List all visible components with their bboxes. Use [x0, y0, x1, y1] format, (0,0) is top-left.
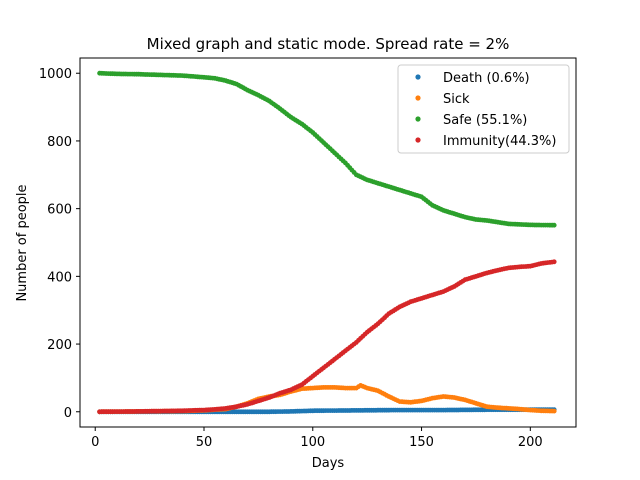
y-tick-label: 800 [47, 135, 72, 150]
data-point [551, 259, 557, 265]
y-tick-label: 200 [47, 338, 72, 353]
y-axis-label: Number of people [15, 184, 30, 301]
legend-box [397, 64, 570, 154]
y-tick-label: 1000 [39, 67, 72, 82]
x-axis: 0 50 100 150 200 [91, 427, 543, 450]
x-axis-label: Days [312, 456, 345, 471]
x-tick-label: 150 [409, 435, 434, 450]
y-axis: 0 200 400 600 800 1000 [39, 67, 80, 421]
legend-marker [415, 74, 421, 80]
x-tick-label: 100 [300, 435, 325, 450]
axes-frame [79, 57, 577, 428]
y-tick-label: 0 [64, 406, 72, 421]
legend-marker [415, 95, 421, 101]
legend-label: Immunity(44.3%) [443, 134, 556, 149]
x-tick-label: 200 [518, 435, 543, 450]
x-tick-label: 50 [196, 435, 213, 450]
legend-label: Safe (55.1%) [443, 113, 527, 128]
legend-label: Sick [443, 92, 470, 107]
data-point [551, 222, 557, 228]
series-3 [97, 70, 557, 228]
x-tick-label: 0 [91, 435, 99, 450]
legend-marker [415, 116, 421, 122]
legend-marker [415, 137, 421, 143]
chart-title: Mixed graph and static mode. Spread rate… [147, 35, 510, 53]
data-point [551, 408, 557, 414]
y-tick-label: 400 [47, 270, 72, 285]
legend: Death (0.6%) Sick Safe (55.1%) Immunity(44.… [397, 64, 570, 154]
legend-label: Death (0.6%) [443, 71, 530, 86]
plot-area [97, 70, 557, 415]
series-4 [97, 259, 557, 415]
y-tick-label: 600 [47, 203, 72, 218]
